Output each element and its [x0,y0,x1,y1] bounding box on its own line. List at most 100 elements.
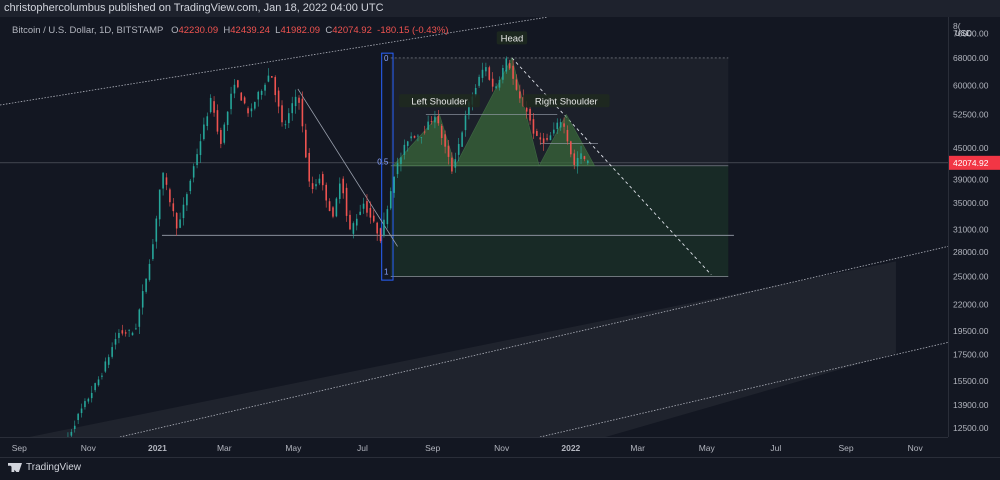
price-tick-5: 39000.00 [953,174,989,184]
candle-up [196,148,198,169]
candle-down [124,329,127,337]
candle-body [318,178,321,184]
candle-body [182,204,185,219]
last-price-badge [949,155,1000,170]
candle-down [169,187,171,207]
candle-up [559,118,562,131]
candle-down [451,152,453,174]
low-value: 41982.09 [280,25,321,36]
candle-body [135,328,137,330]
candle-body [369,207,372,218]
candle-up [284,120,287,130]
close-value: 42074.92 [332,25,372,36]
candle-up [84,398,86,410]
candle-up [209,94,212,114]
candle-body [294,96,297,107]
close-label: C [325,25,333,36]
annotation-2: Right Shoulder [523,94,610,108]
candle-up [580,145,582,165]
price-chart[interactable]: Head Left Shoulder Right Shoulder 0 0.5 1 [0,17,948,437]
candle-body [396,163,399,175]
candle-body [284,124,287,126]
price-tick-13: 15500.00 [953,376,989,386]
candle-up [359,204,361,216]
candle-body [87,398,90,402]
candle-down [342,176,344,199]
candle-body [389,191,392,209]
candle-body [77,413,79,421]
candle-up [576,151,579,174]
candle-body [549,135,552,141]
candle-body [172,203,175,212]
candle-up [549,132,552,141]
price-tick-14: 13900.00 [953,400,989,410]
change-value: -180.15 (-0.43%) [377,25,449,36]
candle-body [427,121,429,130]
symbol-legend: Bitcoin / U.S. Dollar, 1D, BITSTAMP O422… [12,25,448,36]
time-tick-8: 2022 [561,443,580,453]
candle-body [335,198,338,217]
candle-down [281,100,283,127]
tradingview-brand[interactable]: TradingView [8,462,81,473]
candle-body [457,143,460,155]
price-tick-top: 8( [953,21,961,31]
candle-body [583,156,586,160]
price-tick-15: 12500.00 [953,423,989,433]
candle-body [512,65,514,79]
candle-down [325,182,327,208]
candle-up [338,177,341,204]
candle-body [260,90,263,95]
candle-body [254,102,256,109]
candle-down [237,79,239,89]
candle-down [165,173,168,191]
candle-up [400,152,402,172]
candle-up [128,329,130,338]
candle-body [478,76,480,86]
candle-down [213,96,215,117]
candle-up [223,122,226,145]
candle-body [553,129,555,134]
candle-body [508,63,511,69]
candle-body [70,431,73,436]
time-tick-2: 2021 [148,443,167,453]
time-tick-4: May [285,443,302,453]
candle-body [196,154,198,166]
candle-up [461,130,463,147]
high-label: H [223,25,231,36]
low-label: L [275,25,281,36]
time-tick-10: May [699,443,716,453]
channel-line-middle [119,246,948,437]
candle-body [148,263,151,280]
candle-body [539,137,542,140]
price-axis[interactable]: 76000.00 68000.00 60000.00 52500.00 45000.00… [948,17,1000,437]
candle-body [451,157,453,172]
candle-up [257,90,260,107]
time-axis[interactable]: Sep Nov 2021 Mar May Jul Sep Nov 2022 Mar May Jul Se… [0,437,948,458]
time-tick-12: Sep [839,443,854,453]
candle-body [556,122,559,130]
candle-up [352,221,355,239]
candle-up [192,163,195,183]
time-axis-svg: Sep Nov 2021 Mar May Jul Sep Nov 2022 Mar May Jul Se… [12,443,924,453]
candle-body [264,84,266,91]
candle-up [97,376,100,387]
candle-body [213,101,215,113]
candle-body [437,116,440,124]
candle-body [107,357,110,365]
candle-up [362,197,365,214]
candle-up [315,178,317,190]
candle-up [77,412,79,425]
candle-body [118,332,120,338]
candle-up [288,108,290,129]
candle-body [243,97,246,104]
candle-down [570,140,572,158]
candle-body [342,178,344,194]
head-shoulders-pattern [392,57,596,167]
candle-up [406,140,409,152]
time-tick-9: Mar [630,443,645,453]
candle-up [80,403,83,418]
candle-body [400,157,402,164]
candle-up [427,115,429,130]
time-tick-0: Sep [12,443,27,453]
candle-up [135,323,137,331]
